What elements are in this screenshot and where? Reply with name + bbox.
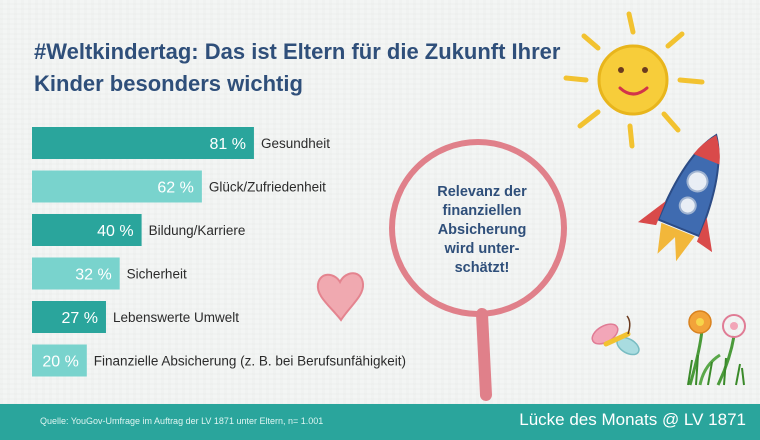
butterfly-icon bbox=[591, 315, 640, 356]
bar-5 bbox=[32, 301, 106, 333]
rocket-icon bbox=[637, 133, 720, 262]
callout-line: finanziellen bbox=[442, 203, 522, 219]
title-line-1: #Weltkindertag: Das ist Eltern für die Z… bbox=[34, 39, 561, 64]
title-line-2: Kinder besonders wichtig bbox=[34, 71, 303, 96]
value-label: 62 % bbox=[157, 180, 193, 197]
value-label: 32 % bbox=[75, 267, 111, 284]
bar-6 bbox=[32, 344, 87, 377]
footer-bar: Quelle: YouGov-Umfrage im Auftrag der LV… bbox=[0, 404, 760, 440]
callout-line: wird unter- bbox=[444, 241, 520, 257]
value-label: 27 % bbox=[62, 310, 98, 327]
bar-2 bbox=[32, 170, 202, 203]
callout-line: Absicherung bbox=[437, 222, 527, 238]
brand-label: Lücke des Monats @ LV 1871 bbox=[519, 410, 746, 429]
magnifier-icon bbox=[389, 139, 567, 401]
flowers-icon bbox=[687, 310, 746, 386]
category-label: Bildung/Karriere bbox=[149, 223, 246, 238]
bar-3 bbox=[32, 214, 142, 246]
callout-text: Relevanz der finanziellen Absicherung wi… bbox=[412, 183, 552, 278]
value-label: 20 % bbox=[42, 354, 78, 371]
page-title: #Weltkindertag: Das ist Eltern für die Z… bbox=[34, 36, 561, 100]
bar-1 bbox=[32, 127, 254, 159]
category-label: Gesundheit bbox=[261, 136, 330, 151]
category-label: Lebenswerte Umwelt bbox=[113, 310, 239, 325]
heart-icon bbox=[316, 272, 365, 322]
bar-4 bbox=[32, 257, 120, 290]
value-label: 40 % bbox=[97, 223, 133, 240]
category-label: Sicherheit bbox=[127, 267, 187, 282]
category-label: Glück/Zufriedenheit bbox=[209, 180, 326, 195]
source-note: Quelle: YouGov-Umfrage im Auftrag der LV… bbox=[40, 416, 324, 426]
callout-line: schätzt! bbox=[454, 260, 510, 276]
category-label: Finanzielle Absicherung (z. B. bei Beruf… bbox=[94, 354, 406, 369]
value-label: 81 % bbox=[209, 136, 245, 153]
callout-line: Relevanz der bbox=[437, 184, 527, 200]
sun-icon bbox=[563, 11, 705, 149]
